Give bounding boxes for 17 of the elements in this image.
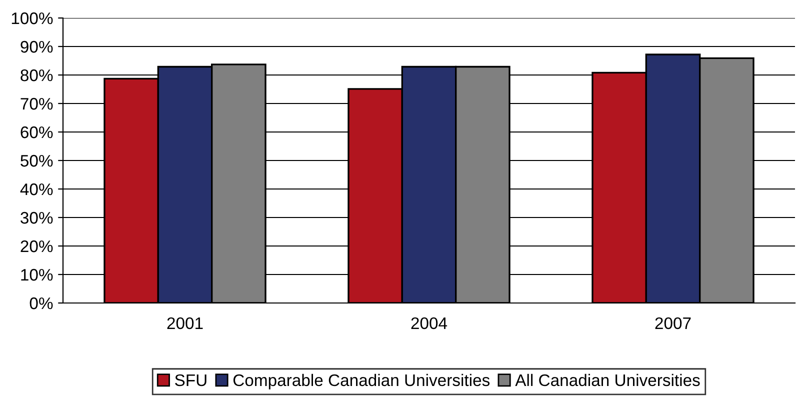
legend-label: Comparable Canadian Universities [233, 374, 490, 390]
y-tick-label: 30% [20, 212, 53, 224]
y-tick-label: 10% [21, 268, 53, 281]
y-tick-label: 80% [20, 69, 53, 82]
y-tick-label: 60% [20, 126, 53, 138]
x-tick-label: 2004 [411, 317, 448, 330]
y-tick-label: 20% [20, 240, 53, 252]
y-tick-label: 0% [30, 297, 53, 310]
x-tick-label: 2007 [655, 317, 691, 330]
legend-label: SFU [175, 374, 206, 386]
legend-label: All Canadian Universities [515, 374, 700, 386]
y-tick-label: 90% [20, 40, 53, 53]
y-tick-label: 100% [12, 12, 53, 24]
y-tick-label: 40% [20, 183, 53, 196]
x-tick-label: 2001 [167, 317, 203, 330]
y-tick-label: 50% [20, 154, 53, 167]
y-tick-label: 70% [20, 98, 53, 110]
